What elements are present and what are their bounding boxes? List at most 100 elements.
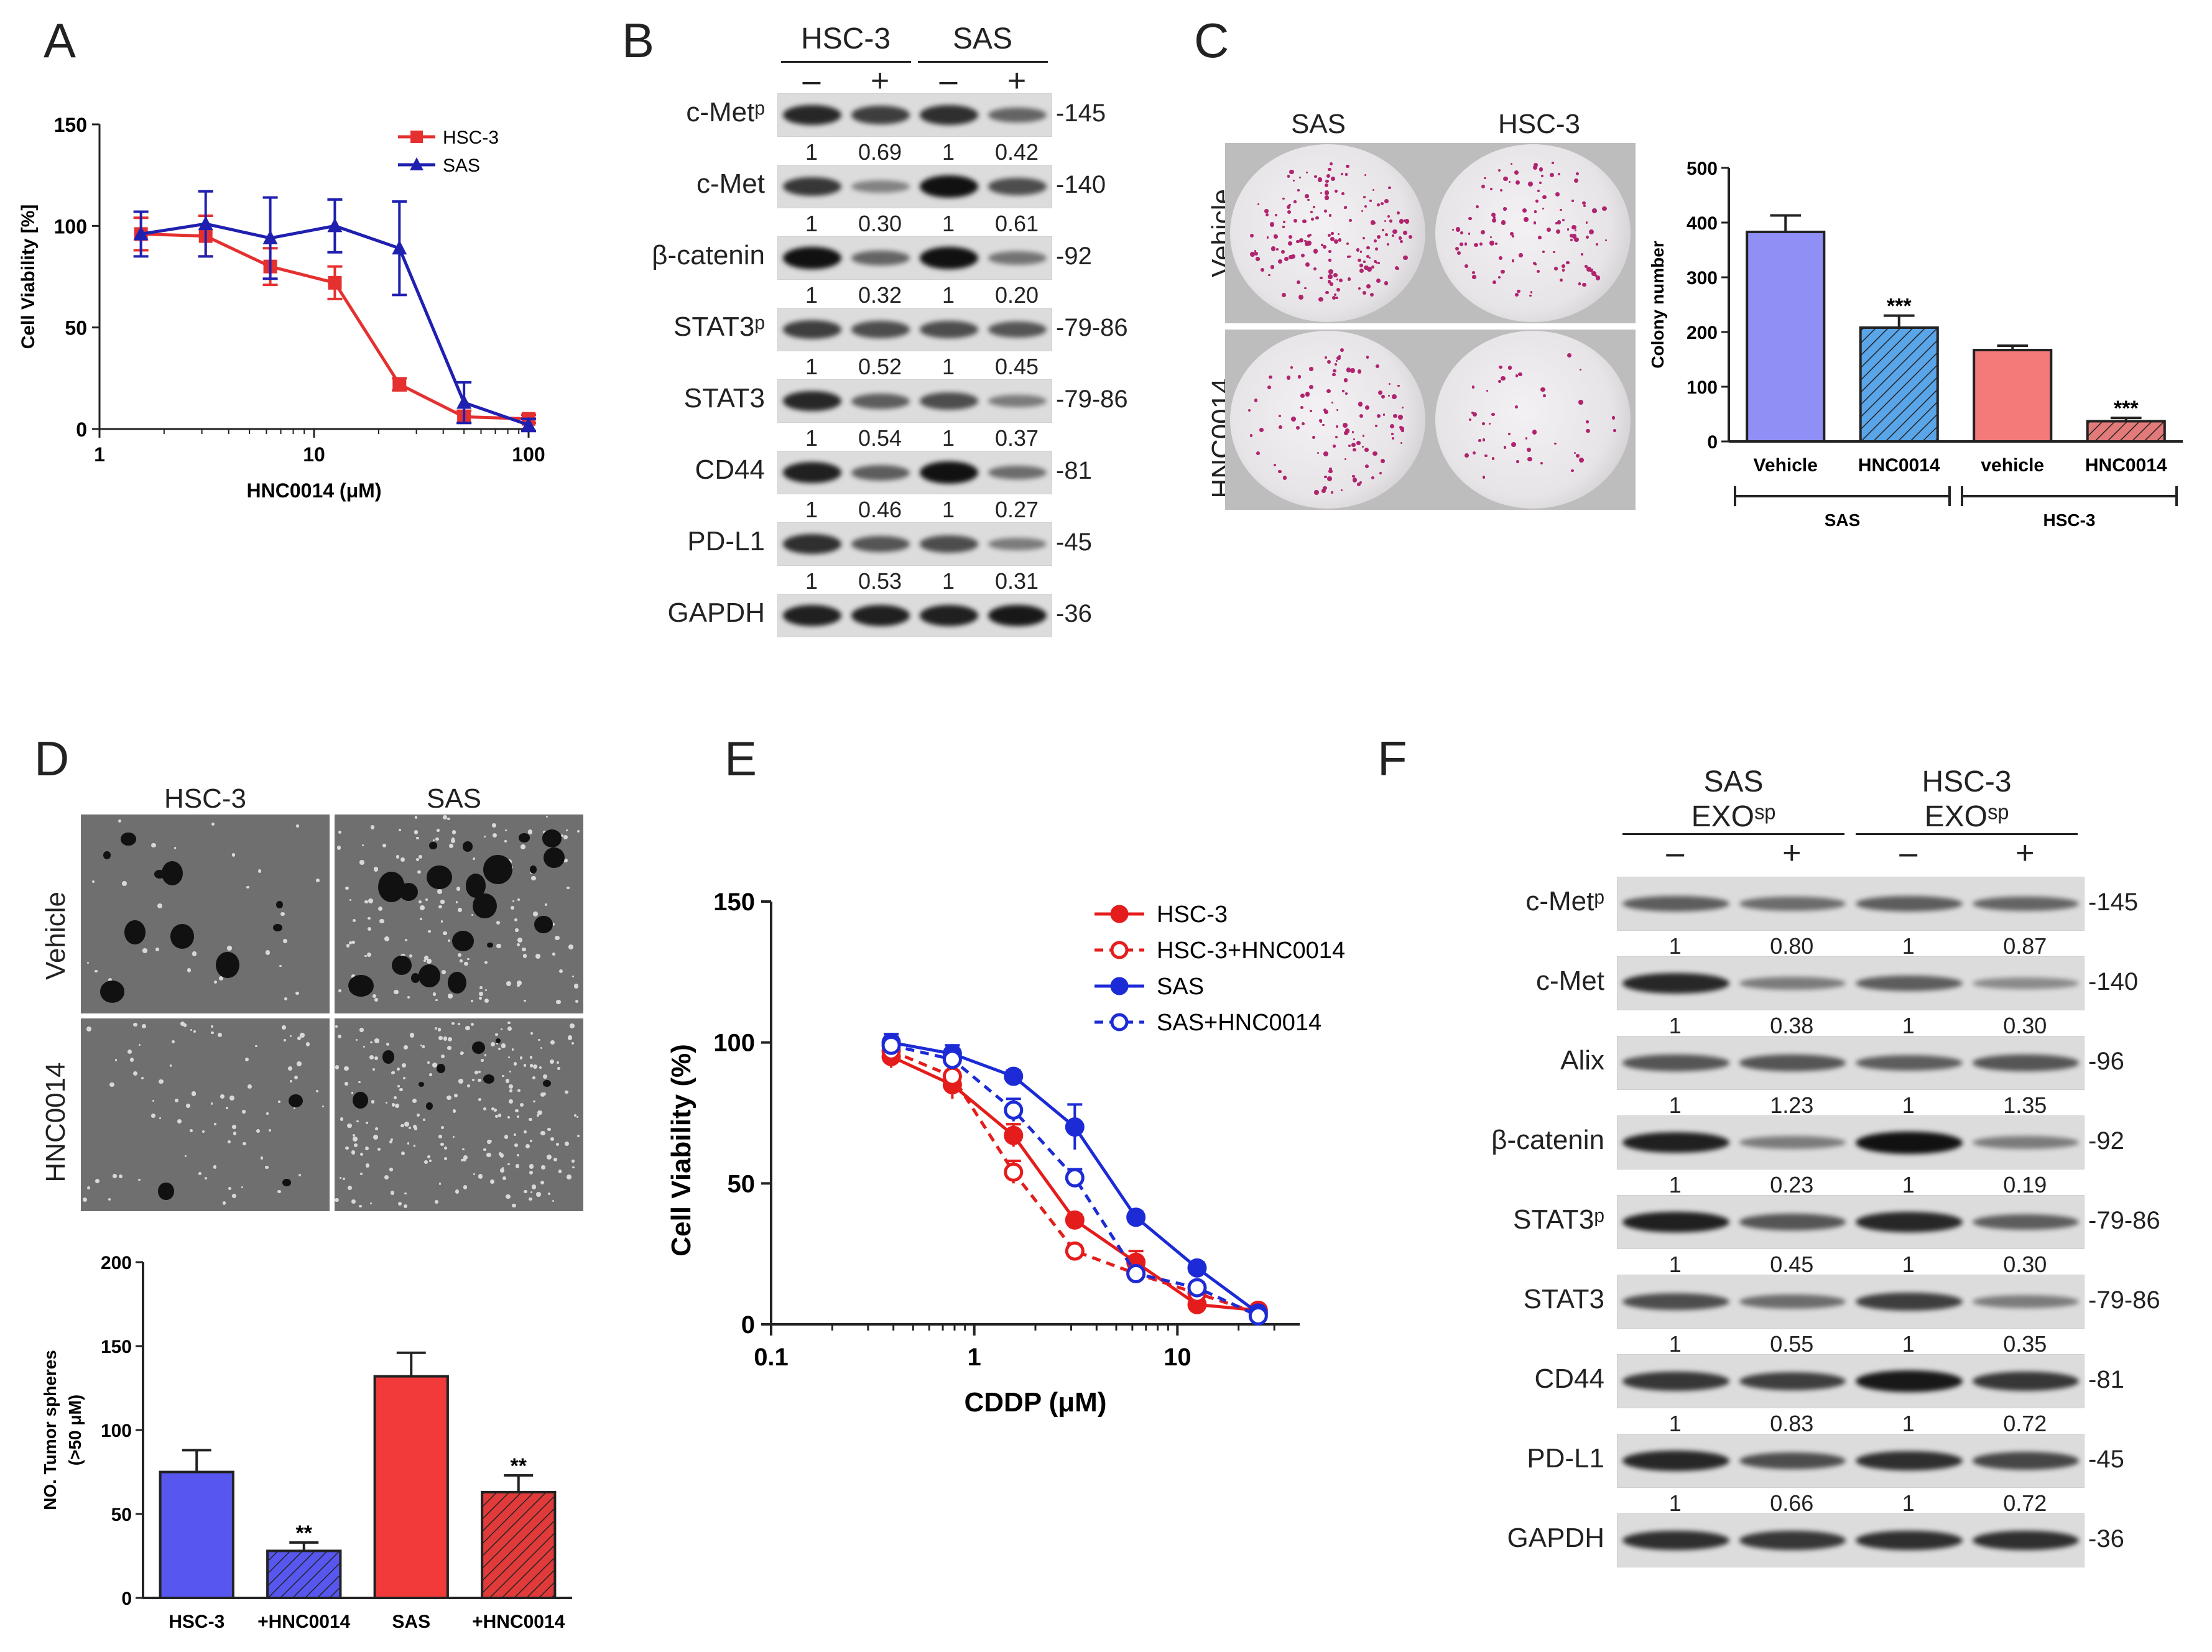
single-cell-speck — [368, 917, 371, 920]
colony-dot — [1359, 481, 1363, 484]
colony-dot — [1344, 428, 1349, 433]
single-cell-speck — [497, 1114, 501, 1117]
blot-protein-label: c-Met — [1536, 965, 1604, 996]
blot-mw-marker: -36 — [2088, 1525, 2124, 1553]
single-cell-speck — [180, 1022, 185, 1027]
colony-dot — [1329, 467, 1332, 471]
single-cell-speck — [297, 1036, 302, 1040]
blot-strip — [1617, 877, 2085, 931]
colony-dot — [1541, 175, 1544, 178]
single-cell-speck — [512, 1203, 516, 1208]
colony-dot — [1468, 233, 1471, 235]
blot-group-label: SAS — [1703, 765, 1764, 798]
single-cell-speck — [427, 959, 432, 964]
single-cell-speck — [95, 969, 98, 972]
x-tick-label: HSC-3 — [169, 1612, 224, 1632]
single-cell-speck — [266, 1112, 269, 1115]
single-cell-speck — [338, 1034, 342, 1038]
single-cell-speck — [557, 1067, 560, 1071]
x-tick-label: 0.1 — [754, 1344, 789, 1371]
panel-label-f: F — [1377, 731, 1407, 786]
colony-dot — [1325, 179, 1329, 183]
single-cell-speck — [222, 1201, 226, 1205]
single-cell-speck — [532, 1076, 536, 1079]
single-cell-speck — [151, 842, 157, 848]
colony-dot — [1313, 206, 1316, 209]
bar — [1746, 230, 1826, 443]
colony-dot — [1585, 428, 1590, 433]
colony-dot — [1451, 229, 1454, 231]
blot-band — [1739, 977, 1846, 990]
colony-dot — [1465, 264, 1469, 269]
colony-dot — [1611, 416, 1616, 420]
y-tick-label: 100 — [101, 1421, 132, 1441]
single-cell-speck — [507, 1056, 510, 1058]
single-cell-speck — [244, 1057, 249, 1061]
single-cell-speck — [423, 1160, 428, 1164]
tumor-sphere — [272, 923, 283, 932]
colony-dot — [1357, 482, 1361, 486]
colony-dot — [1475, 205, 1479, 208]
colony-dot — [1552, 162, 1554, 164]
blot-strip — [1617, 1275, 2085, 1329]
single-cell-speck — [419, 900, 422, 903]
blot-quant-value: 1 — [1668, 1013, 1682, 1038]
colony-plate-sas-vehicle — [1225, 143, 1430, 323]
colony-dot — [1391, 437, 1394, 440]
colony-dot — [1402, 231, 1407, 236]
colony-dot — [1396, 267, 1400, 270]
single-cell-speck — [151, 1114, 156, 1118]
colony-dot — [1331, 232, 1334, 235]
colony-dot — [1403, 219, 1406, 222]
single-cell-speck — [440, 900, 445, 904]
blot-strip — [1617, 1115, 2085, 1170]
colony-dot — [1380, 459, 1385, 464]
blot-quant-value: 1 — [942, 211, 955, 236]
colony-dot — [1324, 210, 1328, 213]
tumor-sphere — [162, 861, 183, 886]
data-point — [1004, 1066, 1024, 1086]
single-cell-speck — [529, 1197, 532, 1201]
single-cell-speck — [218, 1032, 223, 1037]
single-cell-speck — [511, 906, 515, 910]
single-cell-speck — [540, 1181, 544, 1185]
single-cell-speck — [452, 1136, 455, 1138]
single-cell-speck — [495, 1114, 499, 1118]
single-cell-speck — [393, 1096, 397, 1100]
colony-dot — [1305, 391, 1310, 397]
single-cell-speck — [558, 969, 563, 974]
single-cell-speck — [478, 1098, 482, 1101]
colony-dot — [1364, 448, 1369, 452]
culture-dish — [1435, 331, 1631, 509]
colony-dot — [1474, 242, 1478, 247]
tumor-sphere — [391, 955, 412, 976]
colony-dot — [1389, 219, 1393, 223]
single-cell-speck — [369, 1055, 374, 1059]
colony-dot — [1358, 258, 1361, 262]
single-cell-speck — [540, 1130, 545, 1136]
colony-col-label-hsc3: HSC-3 — [1497, 109, 1581, 139]
single-cell-speck — [419, 905, 425, 910]
blot-band — [851, 464, 910, 481]
data-point — [1004, 1100, 1024, 1120]
single-cell-speck — [86, 1186, 91, 1190]
blot-band — [1972, 1452, 2079, 1470]
colony-dot — [1335, 190, 1338, 193]
single-cell-speck — [370, 825, 375, 829]
colony-dot — [1519, 253, 1523, 257]
single-cell-speck — [571, 1160, 575, 1163]
y-tick-label: 200 — [101, 1253, 132, 1273]
single-cell-speck — [457, 953, 461, 957]
single-cell-speck — [389, 1168, 393, 1171]
colony-dot — [1333, 273, 1337, 277]
colony-dot — [1529, 294, 1532, 297]
single-cell-speck — [522, 948, 526, 952]
single-cell-speck — [529, 1164, 534, 1169]
colony-dot — [1580, 368, 1582, 371]
blot-protein-label: STAT3 — [683, 383, 765, 413]
single-cell-speck — [539, 1066, 542, 1069]
data-point — [392, 377, 407, 392]
colony-dot — [1575, 172, 1579, 176]
blot-band — [1622, 1372, 1729, 1391]
single-cell-speck — [141, 1077, 144, 1080]
